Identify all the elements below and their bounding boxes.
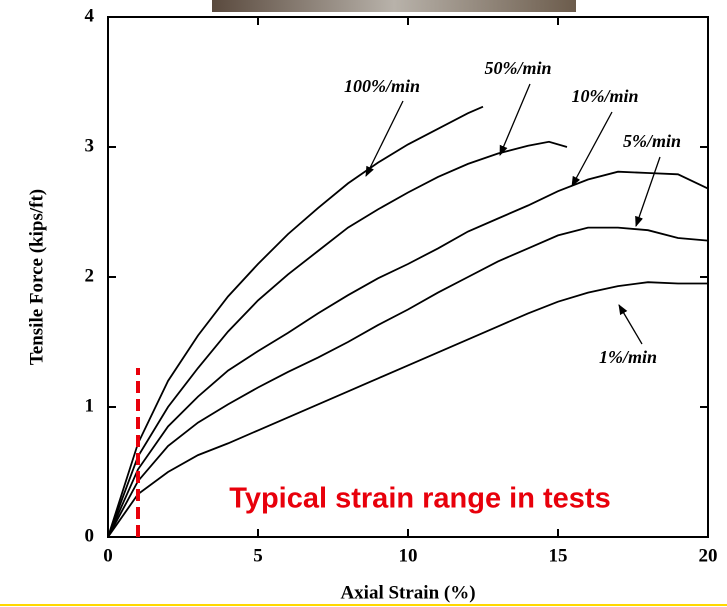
series-label: 100%/min [344,76,420,96]
y-tick-label: 4 [85,5,95,26]
series-label: 5%/min [623,131,681,151]
series-label: 50%/min [484,58,551,78]
data-line [107,281,708,538]
x-tick-label: 5 [253,545,263,566]
y-tick-label: 0 [85,525,95,546]
label-arrow [365,100,404,177]
data-line [107,226,709,538]
photo-strip [212,0,576,12]
x-tick-label: 15 [549,545,568,566]
label-arrow [618,304,643,345]
x-tick-label: 10 [399,545,418,566]
series-label: 10%/min [571,86,638,106]
y-tick-label: 3 [85,135,95,156]
series-label: 1%/min [599,347,657,367]
y-tick-label: 2 [85,265,95,286]
annotation: Typical strain range in tests [229,483,610,515]
label-arrow [499,83,531,156]
label-arrow [635,156,661,227]
y-axis-label: Tensile Force (kips/ft) [26,189,47,365]
data-line [107,170,709,538]
x-axis-label: Axial Strain (%) [340,582,475,603]
x-tick-label: 20 [699,545,718,566]
x-tick-label: 0 [103,545,113,566]
y-tick-label: 1 [85,395,95,416]
label-arrow [571,111,613,187]
data-line [107,105,484,538]
data-line [107,140,568,538]
